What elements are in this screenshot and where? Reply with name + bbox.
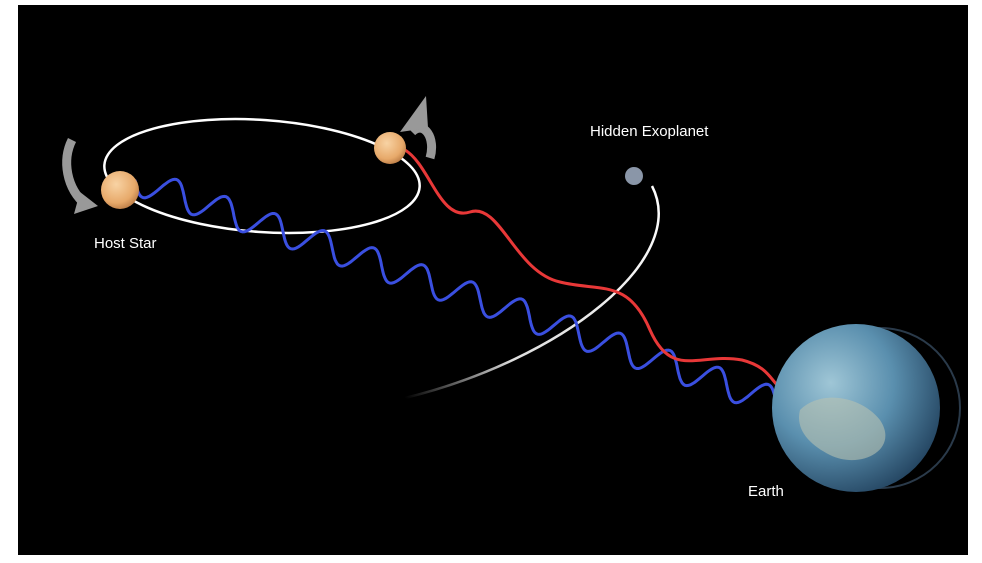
- red-wave: [404, 148, 780, 388]
- exoplanet: [625, 167, 643, 185]
- continent: [799, 397, 886, 461]
- orbit: [103, 117, 421, 235]
- arrow-head: [74, 192, 98, 214]
- arrow: [408, 123, 436, 160]
- host-star: [101, 171, 139, 209]
- label: Host Star: [94, 235, 157, 252]
- label: Hidden Exoplanet: [590, 123, 709, 140]
- blue-wave: [133, 177, 778, 405]
- arrow-head: [400, 96, 428, 132]
- label: Earth: [748, 483, 784, 500]
- exoplanet-orbit: [404, 185, 660, 400]
- host-star-moved: [374, 132, 406, 164]
